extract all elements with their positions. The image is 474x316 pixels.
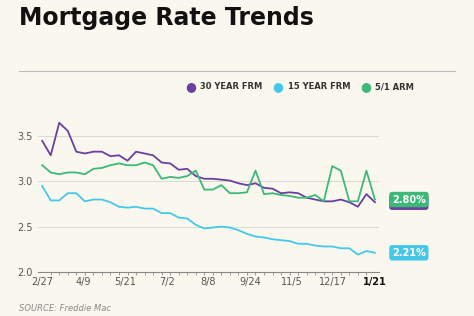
Text: 2.80%: 2.80%	[392, 195, 426, 204]
Text: 2.21%: 2.21%	[392, 248, 426, 258]
Text: Mortgage Rate Trends: Mortgage Rate Trends	[19, 6, 314, 30]
Text: 5/1 ARM: 5/1 ARM	[375, 82, 414, 91]
Text: SOURCE: Freddie Mac: SOURCE: Freddie Mac	[19, 304, 111, 313]
Text: 2.77%: 2.77%	[392, 197, 426, 207]
Text: 30 YEAR FRM: 30 YEAR FRM	[200, 82, 262, 91]
Text: ●: ●	[360, 80, 371, 94]
Text: ●: ●	[273, 80, 283, 94]
Text: ●: ●	[185, 80, 196, 94]
Text: 15 YEAR FRM: 15 YEAR FRM	[288, 82, 350, 91]
